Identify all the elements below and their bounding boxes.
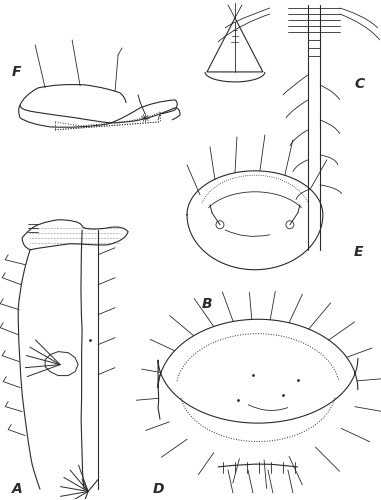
Text: E: E bbox=[354, 244, 363, 258]
PathPatch shape bbox=[19, 100, 177, 127]
PathPatch shape bbox=[207, 18, 263, 72]
Polygon shape bbox=[18, 85, 126, 128]
PathPatch shape bbox=[45, 352, 78, 376]
Polygon shape bbox=[187, 171, 323, 270]
Text: B: B bbox=[202, 297, 213, 311]
Circle shape bbox=[286, 221, 294, 229]
Polygon shape bbox=[158, 320, 358, 423]
Text: F: F bbox=[11, 65, 21, 79]
Text: A: A bbox=[11, 482, 22, 496]
Text: C: C bbox=[354, 78, 364, 92]
Circle shape bbox=[216, 221, 224, 229]
Text: D: D bbox=[152, 482, 164, 496]
PathPatch shape bbox=[22, 220, 128, 250]
